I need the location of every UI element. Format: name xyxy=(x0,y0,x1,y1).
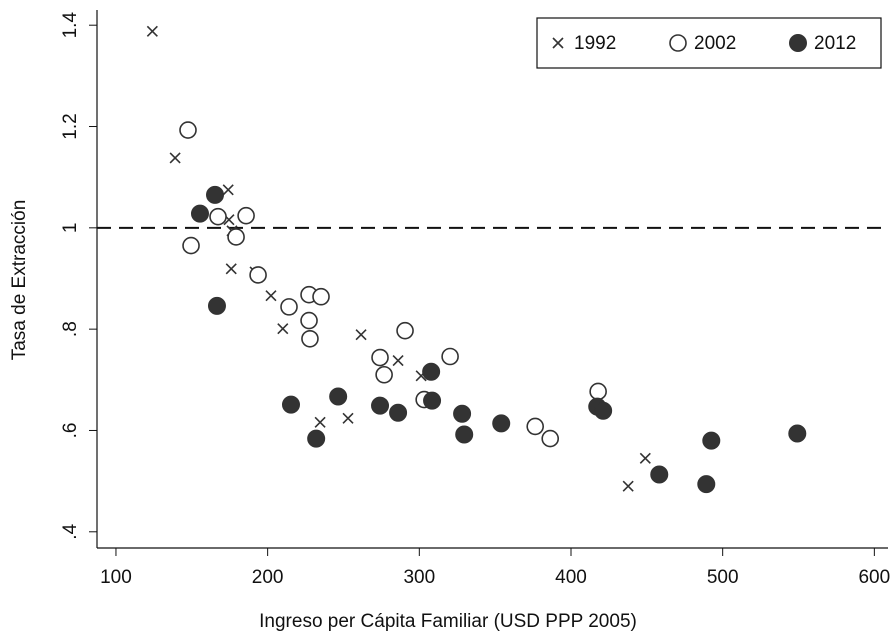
data-point xyxy=(300,311,318,330)
data-point xyxy=(639,452,651,464)
data-point xyxy=(492,414,511,433)
data-point xyxy=(227,228,245,246)
data-point xyxy=(169,152,181,164)
data-point xyxy=(371,348,389,367)
data-point xyxy=(441,347,459,366)
data-point xyxy=(371,396,390,415)
data-point xyxy=(342,412,354,424)
data-point xyxy=(182,236,200,255)
data-point xyxy=(179,121,197,139)
x-tick-label: 400 xyxy=(555,567,587,588)
data-point xyxy=(277,323,289,335)
y-tick-label: .6 xyxy=(60,423,81,439)
data-point xyxy=(225,263,237,275)
data-point xyxy=(280,298,298,316)
data-point xyxy=(594,401,613,420)
data-point xyxy=(622,480,634,492)
data-point xyxy=(422,362,441,381)
data-point xyxy=(453,404,472,423)
data-point xyxy=(312,287,330,306)
legend-marker xyxy=(552,37,564,49)
legend-marker xyxy=(789,34,807,52)
data-point xyxy=(265,290,277,302)
data-point xyxy=(396,321,414,340)
data-point xyxy=(307,429,326,448)
x-tick-label: 300 xyxy=(403,567,435,588)
legend-marker xyxy=(669,34,687,52)
x-tick-label: 500 xyxy=(707,567,739,588)
data-point xyxy=(281,395,300,414)
legend-label: 2002 xyxy=(694,33,736,54)
y-tick-label: 1.4 xyxy=(60,12,81,39)
y-tick-label: .4 xyxy=(60,523,81,539)
data-point xyxy=(329,387,348,406)
x-tick-label: 600 xyxy=(858,567,890,588)
data-point xyxy=(355,329,367,341)
y-axis-label: Tasa de Extracción xyxy=(9,200,30,361)
data-point xyxy=(237,206,255,225)
data-point xyxy=(222,184,234,196)
x-tick-label: 200 xyxy=(252,567,284,588)
legend-box xyxy=(536,17,882,69)
data-point xyxy=(249,266,267,284)
data-point xyxy=(455,425,474,444)
legend-label: 2012 xyxy=(814,33,856,54)
data-point xyxy=(190,204,209,223)
data-point xyxy=(541,429,560,448)
x-axis-label: Ingreso per Cápita Familiar (USD PPP 200… xyxy=(259,611,637,632)
data-point xyxy=(589,382,607,401)
data-point xyxy=(207,296,226,315)
data-point xyxy=(375,365,393,384)
data-point xyxy=(146,25,158,37)
y-tick-label: .8 xyxy=(60,321,81,337)
data-point xyxy=(526,417,544,436)
x-tick-label: 100 xyxy=(100,567,132,588)
data-point xyxy=(423,391,442,410)
data-point xyxy=(209,207,227,226)
data-point xyxy=(788,424,807,443)
legend-label: 1992 xyxy=(574,33,616,54)
data-point xyxy=(389,403,408,422)
data-point xyxy=(392,354,404,367)
data-point xyxy=(697,475,716,494)
data-point xyxy=(301,329,319,348)
data-point xyxy=(702,431,721,450)
data-point xyxy=(650,465,669,484)
data-point xyxy=(206,185,225,204)
y-tick-label: 1 xyxy=(60,223,81,234)
data-point xyxy=(314,416,326,428)
y-tick-label: 1.2 xyxy=(60,113,81,139)
